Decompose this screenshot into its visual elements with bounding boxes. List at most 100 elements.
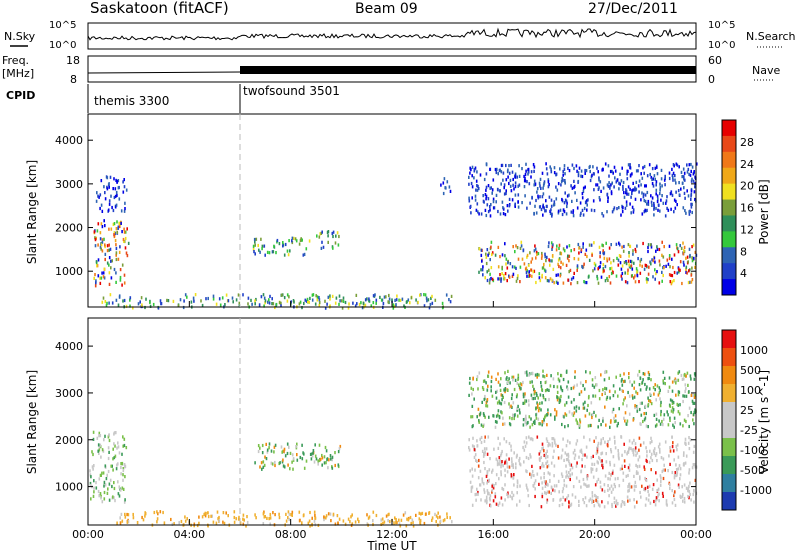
echo-cell (671, 193, 674, 197)
echo-cell (288, 512, 291, 516)
echo-cell (479, 437, 481, 441)
echo-cell (299, 518, 301, 522)
echo-cell (687, 489, 689, 493)
echo-cell (507, 209, 509, 213)
time-tick-label: 00:00 (680, 528, 712, 541)
echo-cell (612, 171, 614, 175)
echo-cell (621, 466, 623, 471)
echo-cell (694, 478, 697, 482)
echo-cell (469, 171, 471, 175)
echo-cell (387, 300, 389, 304)
echo-cell (398, 518, 400, 522)
echo-cell (639, 259, 642, 263)
echo-cell (506, 470, 509, 474)
echo-cell (272, 302, 275, 306)
echo-cell (101, 448, 104, 452)
time-tick-label: 00:00 (72, 528, 104, 541)
echo-cell (577, 242, 580, 247)
echo-cell (654, 424, 657, 428)
echo-cell (481, 477, 483, 481)
echo-cell (482, 265, 484, 269)
echo-cell (272, 511, 274, 515)
echo-cell (637, 458, 640, 462)
echo-cell (599, 261, 602, 265)
echo-cell (419, 520, 421, 525)
echo-cell (594, 376, 597, 380)
echo-cell (502, 395, 504, 399)
echo-cell (317, 462, 319, 466)
echo-cell (638, 179, 641, 183)
echo-cell (655, 496, 658, 500)
echo-cell (473, 455, 476, 459)
echo-cell (316, 295, 319, 299)
echo-cell (626, 450, 629, 454)
echo-cell (521, 257, 524, 261)
echo-cell (471, 467, 473, 471)
echo-cell (683, 483, 686, 487)
echo-cell (358, 302, 361, 307)
echo-cell (596, 166, 598, 170)
echo-cell (670, 273, 672, 277)
echo-cell (636, 406, 639, 410)
echo-cell (564, 191, 566, 195)
echo-cell (672, 441, 674, 445)
colorbar-tick-label: 500 (740, 364, 761, 377)
echo-cell (516, 175, 518, 179)
echo-cell (558, 264, 560, 269)
echo-cell (501, 486, 503, 491)
echo-cell (518, 462, 521, 466)
echo-cell (647, 278, 649, 282)
echo-cell (313, 460, 316, 464)
echo-cell (632, 181, 634, 185)
echo-cell (400, 518, 403, 522)
echo-cell (612, 455, 615, 459)
echo-cell (671, 167, 673, 171)
echo-cell (553, 464, 556, 468)
echo-cell (690, 205, 693, 209)
echo-cell (117, 462, 119, 466)
echo-cell (653, 413, 656, 417)
echo-cell (631, 191, 633, 196)
colorbar-swatch (722, 384, 736, 403)
echo-cell (538, 181, 541, 185)
echo-cell (587, 198, 589, 202)
echo-cell (604, 474, 607, 478)
echo-cell (621, 277, 623, 281)
echo-cell (292, 457, 295, 461)
echo-cell (485, 213, 488, 218)
echo-cell (166, 298, 168, 302)
echo-cell (300, 237, 302, 241)
echo-cell (606, 276, 608, 281)
echo-cell (651, 196, 654, 200)
echo-cell (321, 463, 323, 467)
echo-cell (646, 485, 649, 489)
echo-cell (539, 279, 542, 283)
echo-cell (661, 279, 663, 283)
echo-cell (484, 193, 487, 197)
echo-cell (334, 463, 336, 468)
echo-cell (533, 169, 535, 173)
echo-cell (578, 406, 580, 410)
echo-cell (681, 495, 684, 499)
echo-cell (628, 489, 630, 493)
echo-cell (596, 274, 598, 279)
echo-cell (551, 214, 553, 218)
echo-cell (543, 418, 545, 422)
echo-cell (477, 490, 479, 495)
echo-cell (602, 270, 604, 274)
echo-cell (505, 191, 507, 196)
echo-cell (553, 474, 555, 478)
echo-cell (111, 259, 113, 263)
echo-cell (476, 459, 478, 463)
echo-cell (569, 473, 571, 477)
echo-cell (237, 517, 240, 521)
echo-cell (545, 199, 547, 203)
echo-cell (614, 441, 616, 445)
echo-cell (686, 189, 688, 193)
echo-cell (375, 298, 378, 302)
echo-cell (178, 521, 180, 525)
echo-cell (124, 498, 126, 502)
echo-cell (614, 485, 616, 489)
echo-cell (99, 492, 102, 496)
echo-cell (338, 447, 341, 451)
